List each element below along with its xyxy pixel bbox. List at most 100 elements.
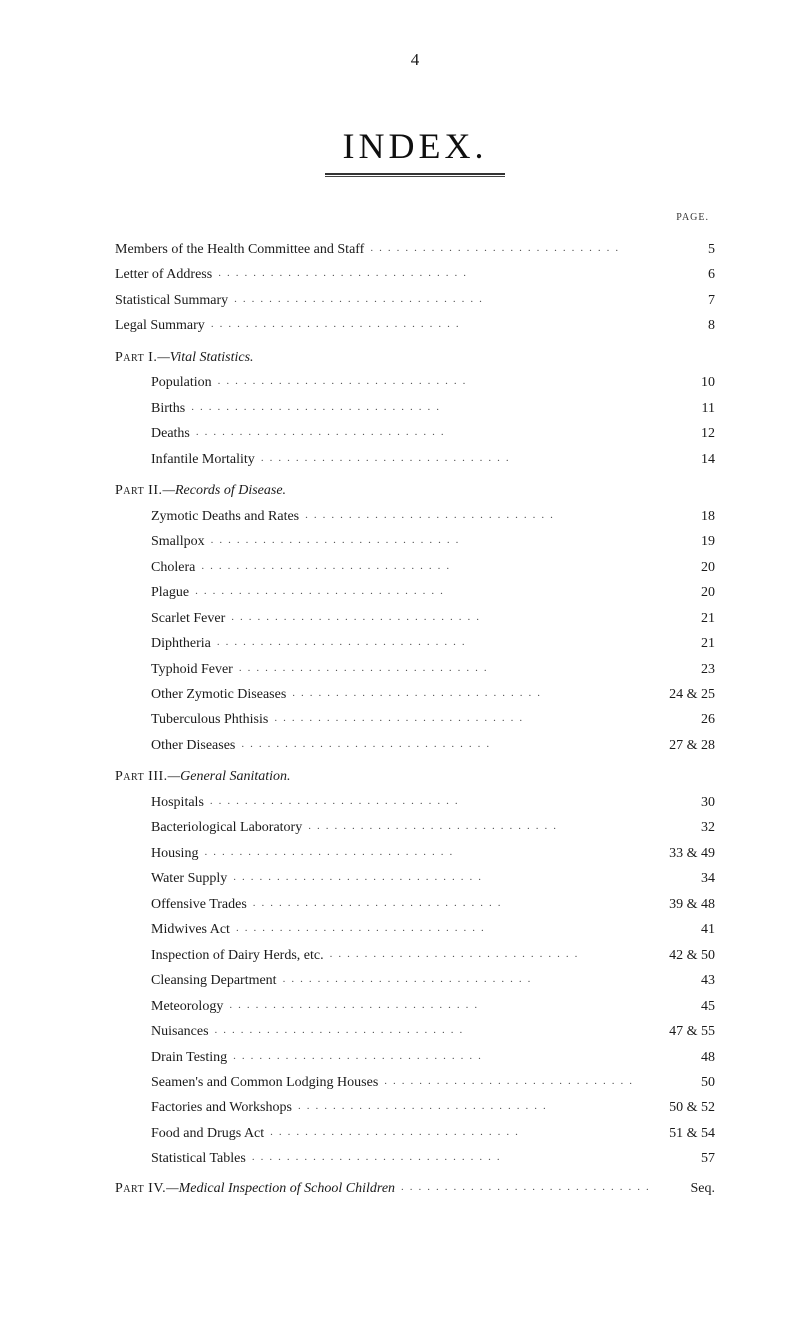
dot-leader: ............................. (210, 791, 649, 811)
entry-label: Water Supply (115, 866, 227, 891)
index-entry-row: Meteorology.............................… (115, 994, 715, 1019)
entry-page: 14 (655, 447, 715, 472)
entry-label: Letter of Address (115, 262, 212, 287)
dot-leader: ............................. (211, 530, 649, 550)
entry-page: 8 (655, 313, 715, 338)
entry-label: Members of the Health Committee and Staf… (115, 237, 364, 262)
dot-leader: ............................. (229, 995, 649, 1015)
entry-page: 12 (655, 421, 715, 446)
part-heading-italic: —General Sanitation. (168, 769, 291, 784)
entry-label: Typhoid Fever (115, 657, 233, 682)
entry-label: Drain Testing (115, 1045, 227, 1070)
dot-leader: ............................. (401, 1177, 649, 1197)
entry-page: 39 & 48 (655, 892, 715, 917)
entry-page: Seq. (655, 1176, 715, 1201)
index-entry-row: Inspection of Dairy Herds, etc..........… (115, 943, 715, 968)
entry-page: 48 (655, 1045, 715, 1070)
part-heading-italic: —Vital Statistics. (157, 350, 253, 365)
dot-leader: ............................. (330, 944, 649, 964)
entry-label: Births (115, 396, 185, 421)
part-heading-caps: Part IV. (115, 1181, 166, 1196)
entry-page: 57 (655, 1146, 715, 1171)
entry-label: Tuberculous Phthisis (115, 707, 268, 732)
entry-page: 7 (655, 288, 715, 313)
dot-leader: ............................. (292, 683, 649, 703)
index-entry-row: Zymotic Deaths and Rates................… (115, 504, 715, 529)
dot-leader: ............................. (270, 1122, 649, 1142)
entry-label: Statistical Summary (115, 288, 228, 313)
dot-leader: ............................. (201, 556, 649, 576)
index-entry-row: Scarlet Fever...........................… (115, 606, 715, 631)
index-entry-row: Diphtheria.............................2… (115, 631, 715, 656)
dot-leader: ............................. (308, 816, 649, 836)
entry-page: 6 (655, 262, 715, 287)
index-entry-row: Housing.............................33 &… (115, 841, 715, 866)
entry-label: Statistical Tables (115, 1146, 246, 1171)
entry-label: Legal Summary (115, 313, 205, 338)
entry-page: 21 (655, 606, 715, 631)
index-entry-row: Cholera.............................20 (115, 555, 715, 580)
entry-label: Smallpox (115, 529, 205, 554)
dot-leader: ............................. (384, 1071, 649, 1091)
entry-page: 42 & 50 (655, 943, 715, 968)
dot-leader: ............................. (253, 893, 649, 913)
index-entry-row: Statistical Summary.....................… (115, 288, 715, 313)
dot-leader: ............................. (261, 448, 649, 468)
dot-leader: ............................. (233, 1046, 649, 1066)
entry-page: 19 (655, 529, 715, 554)
dot-leader: ............................. (231, 607, 649, 627)
dot-leader: ............................. (191, 397, 649, 417)
index-entry-row: Offensive Trades........................… (115, 892, 715, 917)
dot-leader: ............................. (218, 263, 649, 283)
dot-leader: ............................. (218, 371, 649, 391)
entry-page: 30 (655, 790, 715, 815)
entry-page: 5 (655, 237, 715, 262)
document-page: 4 INDEX. PAGE. Members of the Health Com… (0, 0, 800, 1322)
index-entry-row: Cleansing Department....................… (115, 968, 715, 993)
entry-page: 50 & 52 (655, 1095, 715, 1120)
index-entry-row: Plague............................. 20 (115, 580, 715, 605)
index-entry-row: Typhoid Fever...........................… (115, 657, 715, 682)
index-entry-row: Part IV.—Medical Inspection of School Ch… (115, 1176, 715, 1201)
dot-leader: ............................. (298, 1096, 649, 1116)
index-title: INDEX. (115, 125, 715, 167)
entry-page: 45 (655, 994, 715, 1019)
entry-page: 43 (655, 968, 715, 993)
entry-label: Midwives Act (115, 917, 230, 942)
entry-label: Deaths (115, 421, 190, 446)
index-entry-row: Other Diseases..........................… (115, 733, 715, 758)
index-entry-row: Population.............................1… (115, 370, 715, 395)
dot-leader: ............................. (195, 581, 649, 601)
entry-page: 27 & 28 (655, 733, 715, 758)
index-body: Members of the Health Committee and Staf… (115, 237, 715, 1201)
entry-page: 32 (655, 815, 715, 840)
index-entry-row: Hospitals............................. 30 (115, 790, 715, 815)
dot-leader: ............................. (252, 1147, 649, 1167)
entry-label: Offensive Trades (115, 892, 247, 917)
entry-label: Hospitals (115, 790, 204, 815)
index-entry-row: Other Zymotic Diseases..................… (115, 682, 715, 707)
dot-leader: ............................. (241, 734, 649, 754)
dot-leader: ............................. (274, 708, 649, 728)
dot-leader: ............................. (204, 842, 649, 862)
entry-label: Other Zymotic Diseases (115, 682, 286, 707)
dot-leader: ............................. (239, 658, 649, 678)
index-entry-row: Tuberculous Phthisis....................… (115, 707, 715, 732)
entry-page: 50 (655, 1070, 715, 1095)
entry-label: Meteorology (115, 994, 223, 1019)
dot-leader: ............................. (217, 632, 649, 652)
entry-label: Inspection of Dairy Herds, etc. (115, 943, 324, 968)
entry-label: Cholera (115, 555, 195, 580)
index-entry-row: Letter of Address.......................… (115, 262, 715, 287)
entry-label: Other Diseases (115, 733, 235, 758)
index-entry-row: Seamen's and Common Lodging Houses......… (115, 1070, 715, 1095)
part-heading: Part II.—Records of Disease. (115, 478, 715, 503)
entry-page: 23 (655, 657, 715, 682)
entry-page: 20 (655, 580, 715, 605)
index-entry-row: Factories and Workshops.................… (115, 1095, 715, 1120)
dot-leader: ............................. (233, 867, 649, 887)
entry-label: Plague (115, 580, 189, 605)
entry-label: Population (115, 370, 212, 395)
part-heading-italic: —Medical Inspection of School Children (166, 1181, 395, 1196)
part-heading-caps: Part II. (115, 483, 163, 498)
